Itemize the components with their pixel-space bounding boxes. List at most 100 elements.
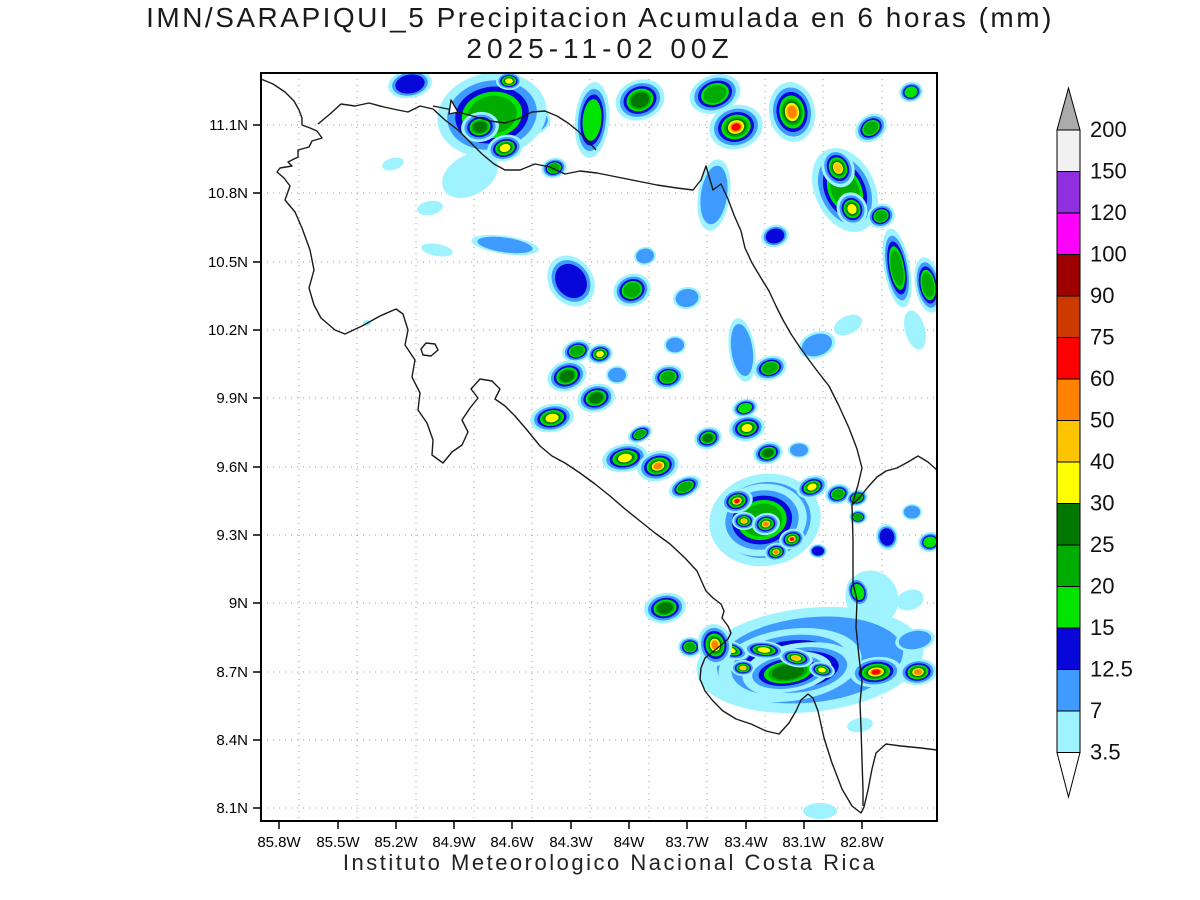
- colorbar-band: [1056, 254, 1081, 297]
- precip-cell: [721, 488, 753, 514]
- colorbar-value-label: 3.5: [1090, 740, 1121, 765]
- colorbar-value-label: 200: [1090, 117, 1127, 142]
- colorbar-value-label: 7: [1090, 698, 1102, 723]
- colorbar-value-label: 12.5: [1090, 657, 1133, 682]
- precip-cell: [798, 331, 836, 359]
- precip-cell: [899, 81, 923, 103]
- precip-cell: [574, 82, 610, 158]
- colorbar-band: [1056, 378, 1081, 421]
- colorbar-over-arrow: [1056, 86, 1081, 131]
- lon-tick-label: 83.7W: [665, 834, 709, 851]
- coastline-path: [432, 105, 597, 151]
- colorbar-value-label: 75: [1090, 325, 1114, 350]
- precip-cell: [652, 364, 684, 390]
- lat-tick-label: 11.1N: [209, 117, 248, 134]
- colorbar-value-label: 20: [1090, 574, 1114, 599]
- precip-cell: [902, 504, 922, 520]
- colorbar-value-label: 90: [1090, 283, 1114, 308]
- precip-cell: [694, 426, 722, 450]
- precip-cell: [809, 544, 827, 558]
- lat-tick-label: 8.7N: [216, 664, 248, 681]
- precip-cell: [849, 510, 867, 524]
- precip-cell: [644, 592, 686, 624]
- precip-cell: [673, 286, 701, 310]
- colorbar-value-label: 50: [1090, 408, 1114, 433]
- precip-cell: [697, 159, 731, 231]
- precip-cell: [382, 157, 404, 171]
- precip-cell: [809, 661, 835, 679]
- precip-cell: [634, 246, 656, 266]
- precip-cell: [530, 403, 574, 433]
- precip-cell: [764, 542, 788, 562]
- precip-cell: [729, 414, 765, 442]
- colorbar-value-label: 150: [1090, 159, 1127, 184]
- precip-cell: [606, 366, 628, 384]
- colorbar-band: [1056, 586, 1081, 629]
- lat-tick-label: 8.4N: [216, 732, 248, 749]
- precip-cell: [752, 512, 780, 536]
- precip-cell: [821, 148, 855, 188]
- precip-cell: [768, 82, 816, 142]
- precip-cell: [637, 450, 679, 482]
- precip-cell: [914, 257, 937, 313]
- precip-cell: [779, 648, 813, 668]
- colorbar-value-label: 60: [1090, 366, 1114, 391]
- lat-tick-label: 9.6N: [216, 459, 248, 476]
- colorbar-band: [1056, 212, 1081, 255]
- precip-cell: [847, 717, 873, 733]
- precip-cell: [547, 255, 595, 307]
- lake-outline: [448, 99, 459, 115]
- precip-cell: [562, 339, 592, 363]
- map-datetime: 2025-11-02 00Z: [466, 33, 734, 64]
- lat-tick-label: 9N: [229, 595, 248, 612]
- precip-cell: [388, 73, 432, 99]
- axes: 11.1N 10.8N 10.5N 10.2N 9.9N 9.6N 9.3N 9N 8.7N 8.…: [208, 117, 885, 851]
- precip-cell: [728, 318, 756, 382]
- precip-cell: [587, 343, 613, 365]
- precip-cell: [796, 475, 828, 499]
- precip-cell: [602, 443, 648, 473]
- colorbar-value-label: 25: [1090, 532, 1114, 557]
- precip-cell: [833, 314, 863, 336]
- precip-cell: [697, 624, 733, 666]
- precip-cell: [788, 442, 810, 458]
- lon-tick-label: 84.3W: [549, 834, 593, 851]
- colorbar-value-label: 120: [1090, 200, 1127, 225]
- lake-outline: [420, 342, 439, 357]
- colorbar-band: [1056, 503, 1081, 546]
- precip-cell: [753, 441, 783, 465]
- precip-cell: [421, 243, 453, 257]
- colorbar-value-label: 100: [1090, 242, 1127, 267]
- precip-cell: [836, 192, 868, 226]
- coastline-layer: [261, 78, 937, 814]
- map-frame: [260, 72, 938, 822]
- lon-tick-label: 85.2W: [374, 834, 418, 851]
- precip-cell: [882, 228, 912, 308]
- precip-cell: [731, 660, 755, 676]
- colorbar-band: [1056, 461, 1081, 504]
- precip-cell: [664, 336, 686, 354]
- colorbar-value-label: 30: [1090, 491, 1114, 516]
- colorbar-band: [1056, 544, 1081, 587]
- precip-cell: [867, 203, 895, 229]
- precip-cell: [899, 658, 937, 686]
- precip-cell: [487, 134, 523, 162]
- coastline-path: [261, 78, 937, 814]
- precip-cell: [689, 74, 741, 114]
- colorbar-band: [1056, 627, 1081, 670]
- precip-cell: [417, 200, 443, 216]
- precip-cell: [615, 79, 665, 121]
- lon-tick-label: 84.9W: [432, 834, 476, 851]
- precip-cell: [496, 73, 522, 90]
- precip-cell: [442, 152, 498, 198]
- precip-cell: [779, 528, 805, 550]
- precip-cell: [904, 310, 926, 350]
- colorbar-legend: 3.5 7 12.5 15 20 25 30 40 50 60 75 90 100 120 150 200: [1056, 86, 1133, 799]
- precip-cell: [678, 637, 702, 657]
- precip-cell: [461, 111, 499, 143]
- precip-cell: [541, 157, 567, 179]
- precip-cell: [732, 398, 758, 418]
- coastline-path: [851, 504, 864, 806]
- lat-tick-label: 8.1N: [216, 800, 248, 817]
